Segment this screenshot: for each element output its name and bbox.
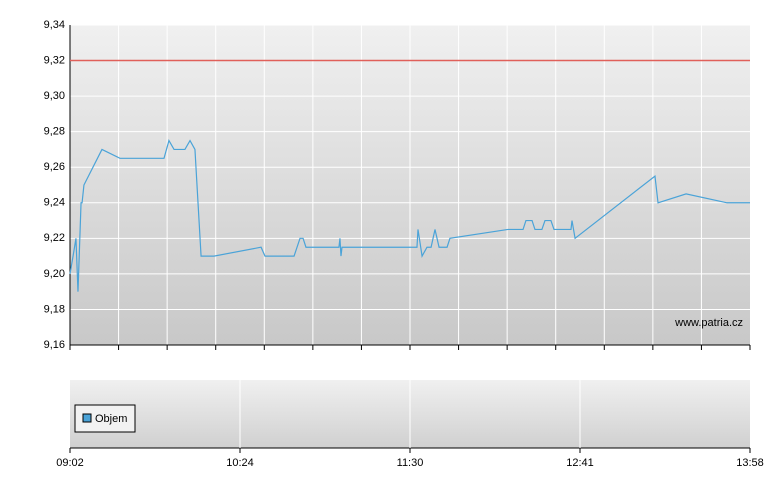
y-tick-label: 9,16 [44,339,65,351]
y-tick-label: 9,28 [44,126,65,138]
decor-grid [69,25,751,350]
y-tick-label: 9,20 [44,268,65,280]
x-tick-label: 10:24 [226,457,254,469]
x-tick-label: 12:41 [566,457,594,469]
y-tick-label: 9,18 [44,303,65,315]
y-tick-label: 9,32 [44,54,65,66]
y-tick-label: 9,30 [44,90,65,102]
x-tick-label: 09:02 [56,457,84,469]
legend-label: Objem [95,413,127,425]
y-tick-label: 9,24 [44,197,65,209]
watermark: www.patria.cz [674,317,743,329]
y-tick-label: 9,26 [44,161,65,173]
x-tick-label: 11:30 [397,457,424,469]
y-tick-label: 9,34 [44,19,65,31]
y-tick-label: 9,22 [44,232,65,244]
x-tick-label: 13:58 [736,457,764,469]
legend-swatch [82,413,92,423]
price-line [69,139,750,292]
